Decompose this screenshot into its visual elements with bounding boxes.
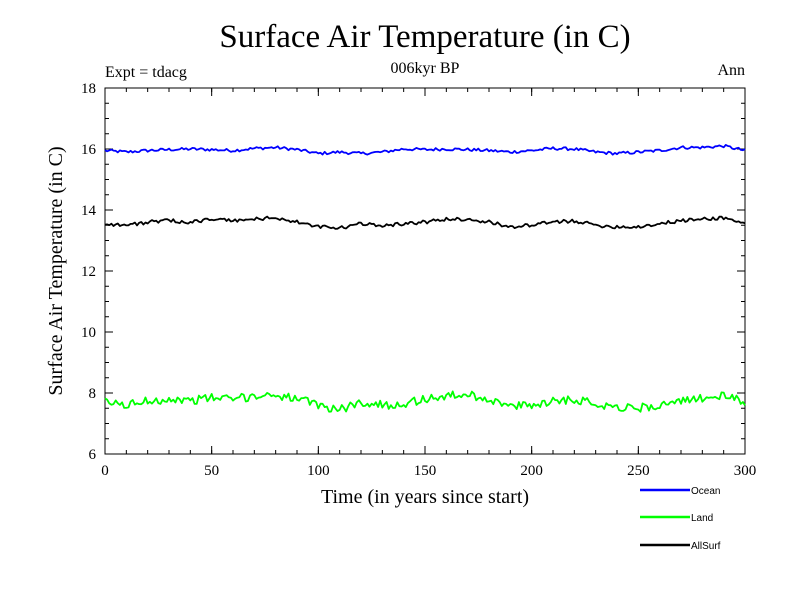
x-tick-label: 250	[627, 463, 650, 479]
y-axis-ticks: 6 8 10 12 14 16 18	[81, 81, 745, 463]
y-tick-label: 10	[81, 325, 96, 341]
y-tick-label: 12	[81, 264, 96, 280]
series-line-allsurf	[104, 215, 746, 230]
legend-label-allsurf: AllSurf	[691, 541, 721, 552]
y-tick-label: 14	[81, 203, 97, 219]
legend-label-ocean: Ocean	[691, 486, 720, 497]
series-line-land	[104, 390, 746, 413]
x-axis-ticks: 0 50 100 150 200 250 300	[101, 88, 756, 479]
x-tick-label: 50	[204, 463, 219, 479]
x-tick-label: 300	[734, 463, 757, 479]
y-axis-label: Surface Air Temperature (in C)	[45, 146, 67, 395]
chart-title: Surface Air Temperature (in C)	[219, 19, 630, 55]
x-tick-label: 0	[101, 463, 109, 479]
x-tick-label: 200	[520, 463, 543, 479]
x-tick-label: 100	[307, 463, 330, 479]
series-line-ocean	[104, 143, 746, 156]
series-layer	[104, 143, 746, 413]
x-axis-label: Time (in years since start)	[321, 486, 529, 508]
x-tick-label: 150	[414, 463, 437, 479]
y-tick-label: 18	[81, 81, 96, 97]
experiment-label: Expt = tdacg	[105, 64, 187, 81]
season-label: Ann	[717, 62, 745, 79]
y-tick-label: 16	[81, 142, 97, 158]
chart-subtitle: 006kyr BP	[391, 60, 460, 77]
legend: Ocean Land AllSurf	[640, 486, 721, 552]
y-tick-label: 8	[89, 386, 97, 402]
legend-label-land: Land	[691, 513, 713, 524]
y-tick-label: 6	[89, 447, 97, 463]
